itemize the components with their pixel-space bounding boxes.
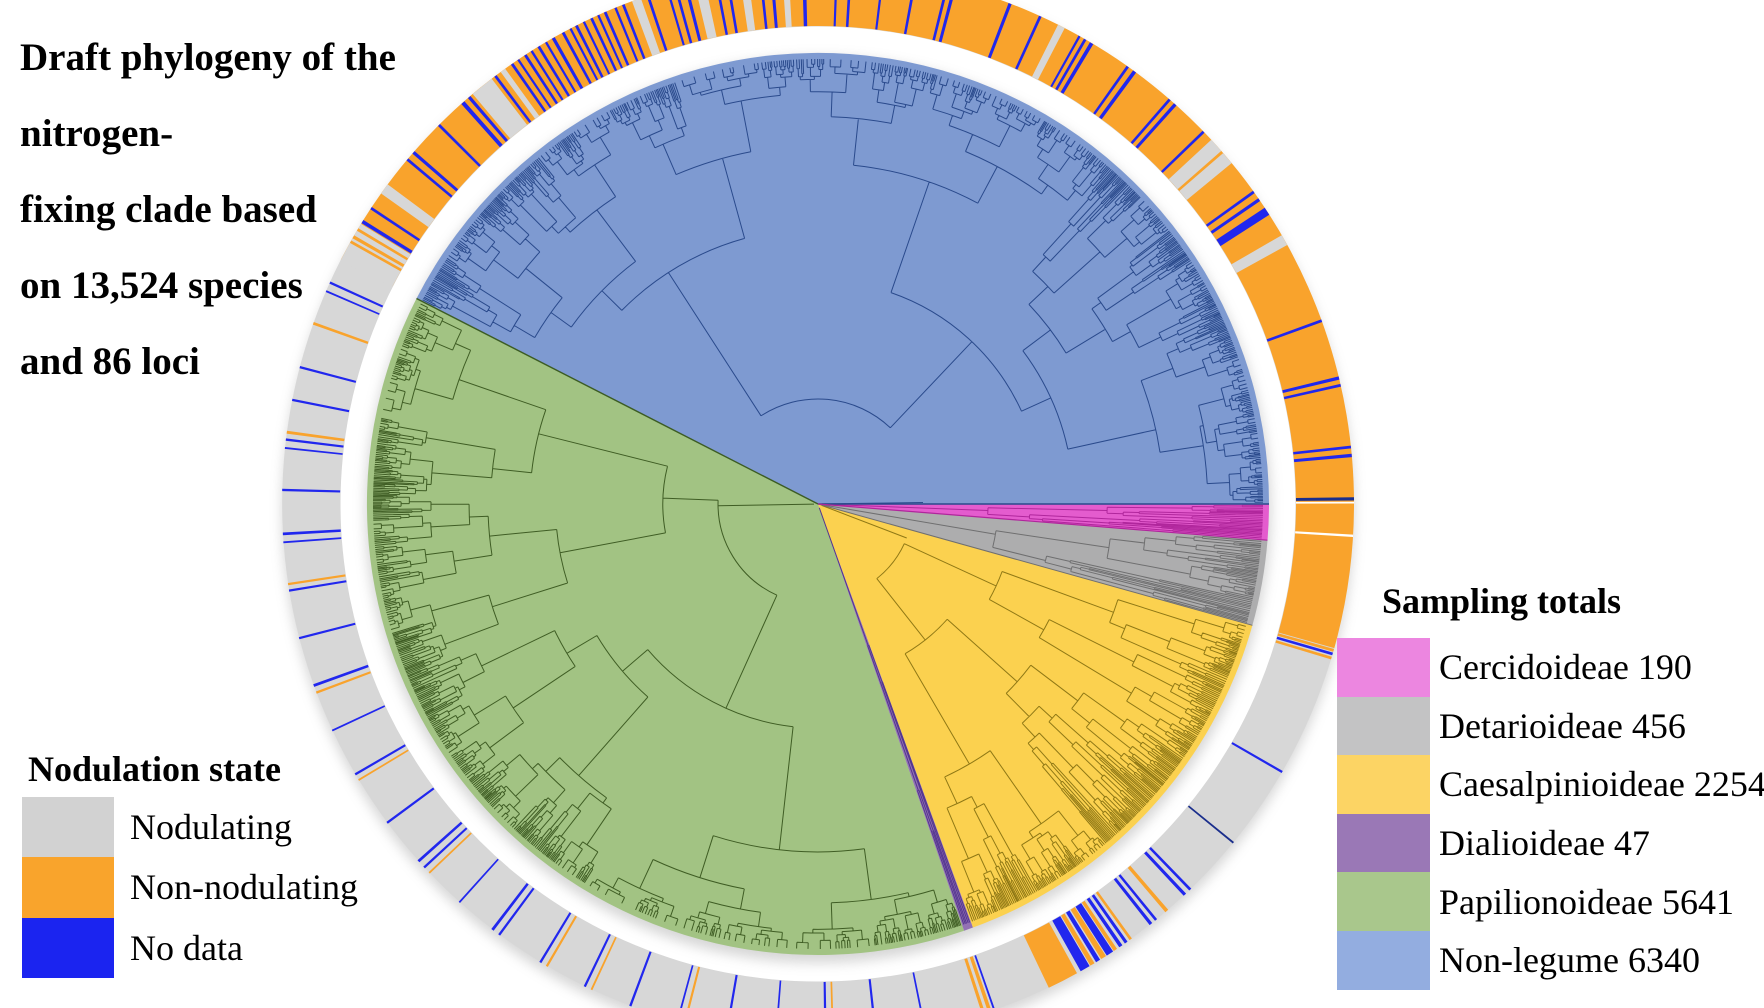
legend-item-non-legume: Non-legume 6340 — [1337, 930, 1764, 990]
legend-item-detarioideae: Detarioideae 456 — [1337, 696, 1764, 756]
legend-item-papilionoideae: Papilionoideae 5641 — [1337, 872, 1764, 931]
figure-title-line: Draft phylogeny of the — [20, 36, 396, 79]
non-legume-label: Non-legume 6340 — [1439, 940, 1700, 981]
legend-item-caesalpinioideae: Caesalpinioideae 2254 — [1337, 755, 1764, 814]
dialioideae-label: Dialioideae 47 — [1439, 823, 1650, 864]
non-nodulating-label: Non-nodulating — [130, 867, 358, 908]
papilionoideae-label: Papilionoideae 5641 — [1439, 881, 1734, 922]
legend-item-nodulating: Nodulating — [22, 797, 358, 858]
figure-title: Draft phylogeny of the nitrogen- fixing … — [20, 20, 396, 400]
legend-item-cercidoideae: Cercidoideae 190 — [1337, 638, 1764, 697]
nodulation-legend-title: Nodulation state — [28, 749, 282, 789]
non-legume-swatch — [1337, 930, 1430, 990]
dialioideae-swatch — [1337, 813, 1430, 873]
no-data-swatch — [22, 917, 114, 978]
figure-title-line: nitrogen- — [20, 112, 174, 155]
legend-item-non-nodulating: Non-nodulating — [22, 857, 358, 918]
detarioideae-swatch — [1337, 696, 1430, 756]
detarioideae-label: Detarioideae 456 — [1439, 705, 1686, 746]
cercidoideae-label: Cercidoideae 190 — [1439, 647, 1692, 688]
figure-title-line: and 86 loci — [20, 340, 200, 383]
legend-item-no-data: No data — [22, 917, 358, 978]
figure-title-line: fixing clade based — [20, 188, 317, 231]
nodulating-label: Nodulating — [130, 807, 292, 848]
papilionoideae-swatch — [1337, 872, 1430, 931]
nodulating-swatch — [22, 797, 114, 858]
legend-item-dialioideae: Dialioideae 47 — [1337, 813, 1764, 873]
non-nodulating-swatch — [22, 857, 114, 918]
sampling-legend-title: Sampling totals — [1382, 581, 1622, 621]
figure-title-line: on 13,524 species — [20, 264, 303, 307]
cercidoideae-swatch — [1337, 638, 1430, 697]
caesalpinioideae-label: Caesalpinioideae 2254 — [1439, 764, 1764, 805]
caesalpinioideae-swatch — [1337, 755, 1430, 814]
no-data-label: No data — [130, 927, 243, 968]
